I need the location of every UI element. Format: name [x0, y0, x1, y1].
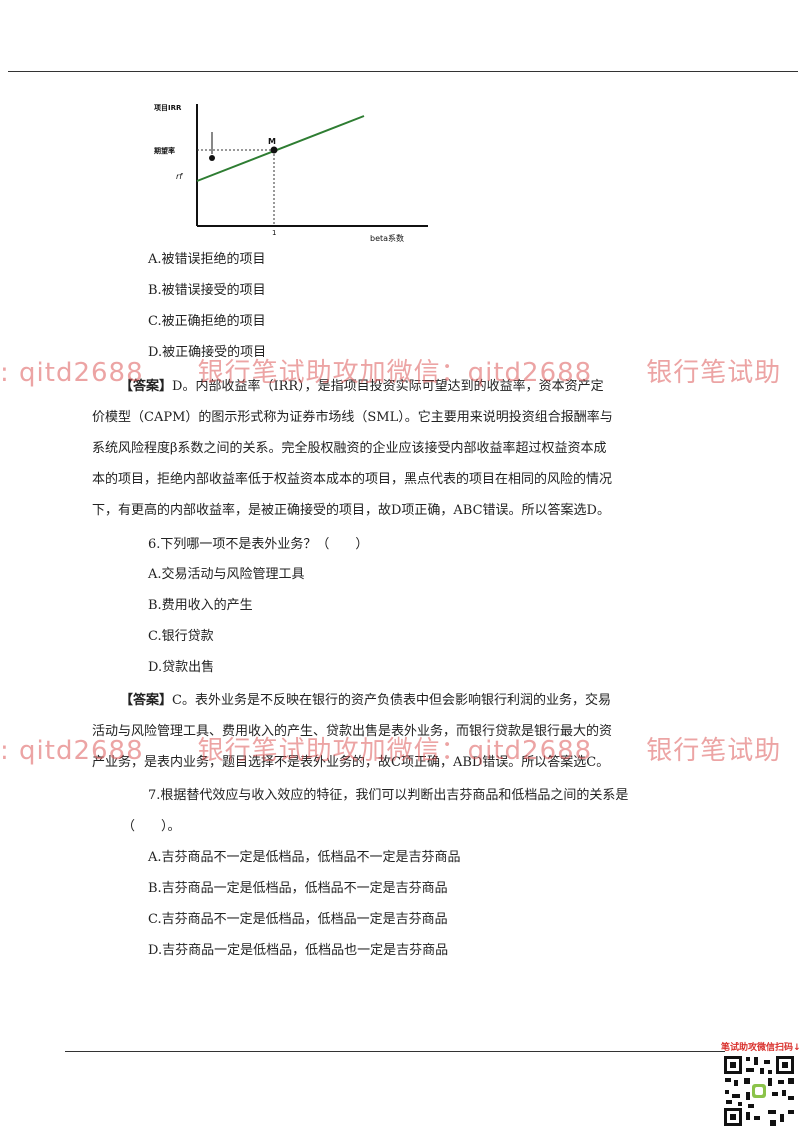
q7-option-c: C.吉芬商品不一定是低档品，低档品一定是吉芬商品 — [148, 912, 448, 927]
qr-code[interactable] — [722, 1054, 796, 1128]
q5-answer: 【答案】D。内部收益率（IRR），是指项目投资实际可望达到的收益率，资本资产定 … — [92, 371, 695, 526]
x-tick-label: 1 — [272, 229, 276, 237]
q5-option-d: D.被正确接受的项目 — [148, 345, 267, 360]
qr-label: 笔试助攻微信扫码↓ — [721, 1043, 800, 1053]
q5-answer-line-5: 下，有更高的内部收益率，是被正确接受的项目，故D项正确，ABC错误。所以答案选D… — [92, 503, 610, 518]
q5-answer-line-3: 系统风险程度β系数之间的关系。完全股权融资的企业应该接受内部收益率超过权益资本成 — [92, 441, 607, 456]
watermark-text: : qitd2688 银行笔试助攻加微信：qitd2688 银行笔试助 — [0, 358, 782, 388]
rf-label: rf — [176, 172, 183, 181]
q7-option-b: B.吉芬商品一定是低档品，低档品不一定是吉芬商品 — [148, 881, 448, 896]
q6-option-b: B.费用收入的产生 — [148, 598, 253, 613]
q7-question-line-1: 7.根据替代效应与收入效应的特征，我们可以判断出吉芬商品和低档品之间的关系是 — [148, 788, 629, 803]
footer-rule — [65, 1051, 725, 1052]
q5-option-b: B.被错误接受的项目 — [148, 283, 266, 298]
watermark-text: : qitd2688 银行笔试助攻加微信：qitd2688 银行笔试助 — [0, 736, 782, 766]
q5-answer-label: 【答案】 — [120, 379, 173, 394]
q6-answer-line-1: C。表外业务是不反映在银行的资产负债表中但会影响银行利润的业务，交易 — [172, 693, 611, 708]
point-m — [270, 146, 278, 154]
q5-answer-line-4: 本的项目，拒绝内部收益率低于权益资本成本的项目，黑点代表的项目在相同的风险的情况 — [92, 472, 613, 487]
q7-question-line-2: （ ）。 — [122, 819, 181, 834]
q6-option-d: D.贷款出售 — [148, 660, 215, 675]
x-axis-label: beta系数 — [370, 233, 404, 243]
point-m-label: M — [268, 137, 276, 146]
sml-chart-svg: 项目IRR 期望率 rf M 1 beta系数 — [154, 103, 428, 243]
q6-answer-line-2: 活动与风险管理工具、费用收入的产生、贷款出售是表外业务，而银行贷款是银行最大的资 — [92, 724, 613, 739]
y-axis-label: 项目IRR — [154, 103, 182, 112]
q5-option-c: C.被正确拒绝的项目 — [148, 314, 266, 329]
q6-option-a: A.交易活动与风险管理工具 — [148, 567, 305, 582]
q5-answer-line-1: D。内部收益率（IRR），是指项目投资实际可望达到的收益率，资本资产定 — [172, 379, 604, 394]
sml-chart: 项目IRR 期望率 rf M 1 beta系数 — [140, 96, 430, 246]
q7-option-a: A.吉芬商品不一定是低档品，低档品不一定是吉芬商品 — [148, 850, 461, 865]
header-rule — [8, 71, 798, 72]
q6-answer-label: 【答案】 — [120, 693, 173, 708]
project-dot — [209, 155, 215, 161]
hurdle-label: 期望率 — [154, 146, 175, 155]
q6-option-c: C.银行贷款 — [148, 629, 214, 644]
q6-question: 6.下列哪一项不是表外业务？（ ） — [148, 537, 369, 552]
q5-option-a: A.被错误拒绝的项目 — [148, 252, 266, 267]
q7-option-d: D.吉芬商品一定是低档品，低档品也一定是吉芬商品 — [148, 943, 449, 958]
sml-line — [196, 115, 365, 182]
q6-answer: 【答案】C。表外业务是不反映在银行的资产负债表中但会影响银行利润的业务，交易 活… — [92, 685, 695, 778]
q6-answer-line-3: 产业务，是表内业务，题目选择不是表外业务的，故C项正确，ABD错误。所以答案选C… — [92, 755, 610, 770]
qr-code-image — [722, 1054, 796, 1128]
q5-answer-line-2: 价模型（CAPM）的图示形式称为证券市场线（SML）。它主要用来说明投资组合报酬… — [92, 410, 613, 425]
